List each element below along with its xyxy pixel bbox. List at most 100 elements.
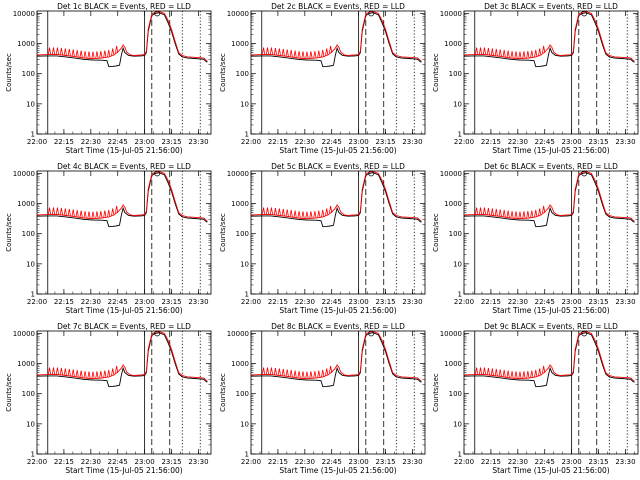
y-tick-label: 1 xyxy=(458,451,462,459)
plot-frame xyxy=(463,10,639,135)
x-tick-label: 22:00 xyxy=(27,138,47,146)
y-tick-label: 1 xyxy=(458,131,462,139)
series-events xyxy=(464,172,635,228)
lld-spike xyxy=(59,47,63,56)
y-tick-label: 10 xyxy=(26,100,35,108)
lld-spike xyxy=(514,51,518,59)
plot-frame xyxy=(250,330,426,455)
y-tick-label: 100 xyxy=(449,230,462,238)
lld-spike xyxy=(329,45,333,53)
lld-spike xyxy=(63,48,67,56)
plot-frame xyxy=(36,10,212,135)
y-tick-label: 10 xyxy=(453,100,462,108)
peak-marker xyxy=(368,170,375,177)
lld-spike xyxy=(83,371,87,379)
x-tick-label: 22:45 xyxy=(322,458,342,466)
x-tick-label: 23:15 xyxy=(375,138,395,146)
x-tick-label: 22:45 xyxy=(108,458,128,466)
x-tick-label: 22:30 xyxy=(295,298,315,306)
y-axis-label: Counts/sec xyxy=(219,53,227,92)
lld-spike xyxy=(75,369,79,378)
y-tick-label: 10 xyxy=(240,260,249,268)
panel-3: Det 3c BLACK = Events, RED = LLD 1 10 100 10… xyxy=(432,2,639,155)
lld-spike xyxy=(510,51,514,59)
x-tick-label: 23:30 xyxy=(615,138,635,146)
lld-spike xyxy=(115,205,119,213)
lld-spike xyxy=(289,209,293,218)
lld-spike xyxy=(83,51,87,59)
lld-spike xyxy=(285,49,289,57)
lld-spike xyxy=(91,371,95,379)
x-axis-label: Start Time (15-Jul-05 21:56:00) xyxy=(492,146,609,155)
lld-spike xyxy=(261,47,266,55)
lld-spike xyxy=(75,49,79,58)
lld-spike xyxy=(261,367,266,375)
y-tick-label: 100 xyxy=(449,390,462,398)
lld-spike xyxy=(538,208,542,216)
x-tick-label: 22:30 xyxy=(81,458,101,466)
series-events xyxy=(464,12,635,68)
lld-spike xyxy=(498,209,502,217)
plot-frame xyxy=(36,170,212,295)
lld-spike xyxy=(538,48,542,56)
lld-spike xyxy=(55,207,60,215)
lld-spike xyxy=(265,367,270,375)
panel-6: Det 6c BLACK = Events, RED = LLD 1 10 100 10… xyxy=(432,162,639,315)
series-events xyxy=(251,12,422,68)
plot-frame xyxy=(463,330,639,455)
y-axis-label: Counts/sec xyxy=(5,213,13,252)
lld-spike xyxy=(309,211,313,219)
lld-spike xyxy=(273,207,277,216)
panel-9: Det 9c BLACK = Events, RED = LLD 1 10 100 10… xyxy=(432,322,639,475)
lld-spike xyxy=(75,209,79,218)
lld-spike xyxy=(99,211,103,219)
lld-spike xyxy=(277,208,281,216)
series-events xyxy=(37,12,208,68)
lld-spike xyxy=(63,368,67,376)
lld-spike xyxy=(518,211,522,219)
x-tick-label: 22:15 xyxy=(54,138,74,146)
lld-spike xyxy=(538,368,542,376)
x-tick-label: 22:00 xyxy=(454,298,474,306)
lld-spike xyxy=(534,49,538,57)
lld-spike xyxy=(474,47,479,55)
lld-spike xyxy=(281,208,285,217)
lld-spike xyxy=(530,50,534,58)
lld-spike xyxy=(321,369,325,377)
lld-spike xyxy=(534,209,538,217)
x-tick-label: 22:30 xyxy=(295,138,315,146)
x-tick-label: 22:00 xyxy=(241,138,261,146)
lld-spike xyxy=(111,48,115,56)
x-axis-label: Start Time (15-Jul-05 21:56:00) xyxy=(279,306,396,315)
lld-spike xyxy=(506,210,510,218)
lld-spike xyxy=(510,371,514,379)
x-tick-label: 22:15 xyxy=(268,298,288,306)
x-tick-label: 22:15 xyxy=(54,298,74,306)
y-axis-label: Counts/sec xyxy=(219,373,227,412)
x-tick-label: 23:30 xyxy=(402,138,422,146)
lld-spike xyxy=(498,49,502,57)
lld-spike xyxy=(482,367,487,375)
lld-spike xyxy=(490,208,494,216)
lld-spike xyxy=(518,371,522,379)
lld-spike xyxy=(329,205,333,213)
lld-spike xyxy=(67,368,71,377)
x-tick-label: 23:15 xyxy=(161,298,181,306)
lld-spike xyxy=(526,371,530,379)
lld-spike xyxy=(67,48,71,57)
series-lld xyxy=(37,171,208,222)
panel-title: Det 5c BLACK = Events, RED = LLD xyxy=(271,162,405,171)
x-tick-label: 23:00 xyxy=(135,138,155,146)
y-axis-label: Counts/sec xyxy=(432,213,440,252)
x-tick-label: 23:15 xyxy=(588,138,608,146)
series-lld xyxy=(251,11,422,62)
y-tick-label: 10000 xyxy=(440,10,462,18)
x-tick-label: 23:30 xyxy=(615,298,635,306)
lld-spike xyxy=(317,210,321,218)
lld-spike xyxy=(285,369,289,377)
lld-spike xyxy=(79,210,83,218)
panel-title: Det 2c BLACK = Events, RED = LLD xyxy=(271,2,405,11)
y-axis-label: Counts/sec xyxy=(219,213,227,252)
lld-spike xyxy=(478,47,483,55)
